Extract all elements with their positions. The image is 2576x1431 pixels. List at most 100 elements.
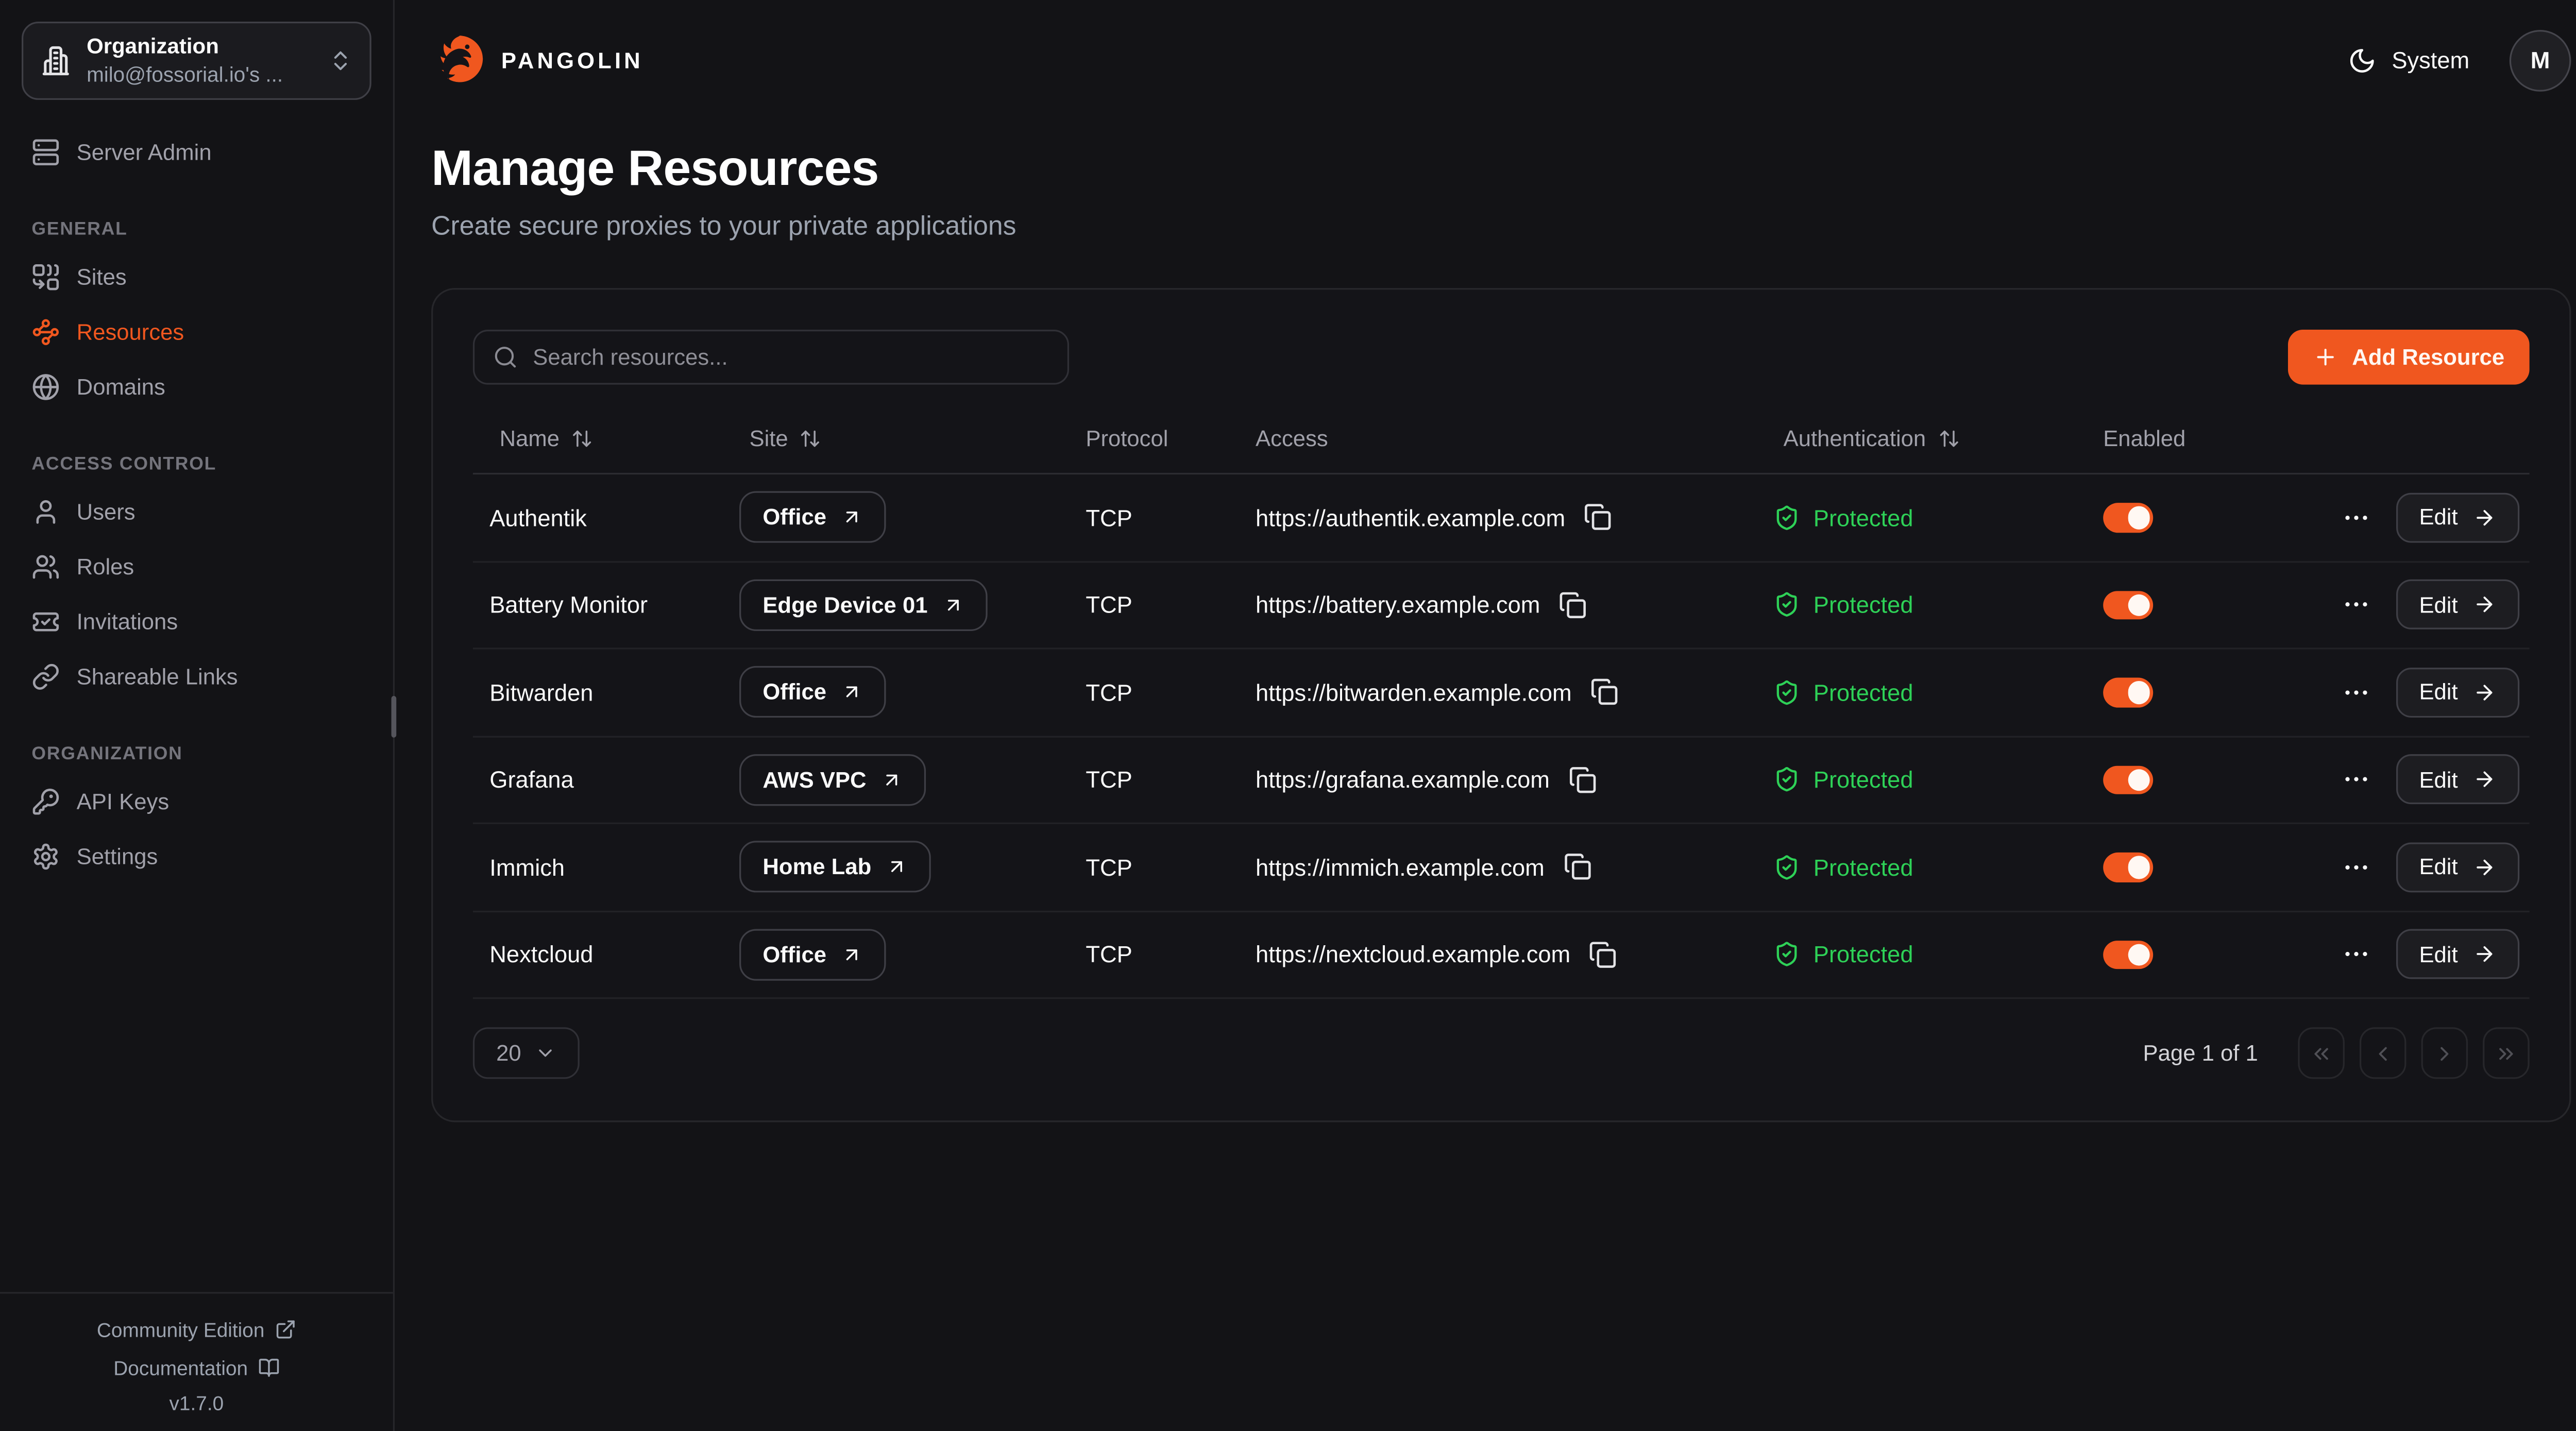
page-title: Manage Resources bbox=[431, 141, 879, 197]
sidebar-scrollbar-thumb[interactable] bbox=[391, 696, 397, 738]
sidebar-item-domains[interactable]: Domains bbox=[20, 360, 373, 415]
enabled-cell bbox=[2087, 590, 2325, 620]
add-resource-button[interactable]: Add Resource bbox=[2289, 329, 2530, 385]
add-resource-label: Add Resource bbox=[2352, 345, 2505, 370]
edit-button[interactable]: Edit bbox=[2396, 667, 2520, 718]
site-link-badge[interactable]: Office bbox=[739, 666, 887, 718]
sidebar-item-sites[interactable]: Sites bbox=[20, 250, 373, 305]
row-menu-button[interactable] bbox=[2341, 852, 2367, 882]
column-header-authentication[interactable]: Authentication bbox=[1757, 426, 2087, 451]
shield-check-icon bbox=[1773, 679, 1800, 706]
chevrons-up-down-icon bbox=[328, 48, 353, 73]
row-menu-button[interactable] bbox=[2341, 590, 2367, 620]
row-menu-button[interactable] bbox=[2341, 940, 2367, 969]
footer-link-documentation[interactable]: Documentation bbox=[113, 1350, 279, 1386]
site-name: Home Lab bbox=[762, 854, 872, 880]
sidebar-item-server-admin[interactable]: Server Admin bbox=[20, 125, 373, 180]
first-page-button[interactable] bbox=[2298, 1027, 2345, 1079]
access-url: https://authentik.example.com bbox=[1256, 504, 1566, 531]
sidebar-item-users[interactable]: Users bbox=[20, 485, 373, 540]
edit-button[interactable]: Edit bbox=[2396, 842, 2520, 892]
edit-button[interactable]: Edit bbox=[2396, 580, 2520, 630]
arrow-right-icon bbox=[2473, 768, 2496, 791]
sidebar-item-invitations[interactable]: Invitations bbox=[20, 594, 373, 650]
copy-url-button[interactable] bbox=[1558, 591, 1587, 619]
site-link-badge[interactable]: Home Lab bbox=[739, 841, 931, 893]
column-header-name[interactable]: Name bbox=[473, 426, 723, 451]
globe-icon bbox=[31, 373, 60, 401]
row-menu-button[interactable] bbox=[2341, 502, 2367, 532]
next-page-button[interactable] bbox=[2421, 1027, 2468, 1079]
last-page-button[interactable] bbox=[2483, 1027, 2530, 1079]
arrow-right-icon bbox=[2473, 943, 2496, 966]
column-header-access: Access bbox=[1239, 426, 1757, 451]
footer-link-community-edition[interactable]: Community Edition bbox=[97, 1311, 296, 1348]
protocol-value: TCP bbox=[1086, 854, 1132, 880]
edit-button[interactable]: Edit bbox=[2396, 492, 2520, 542]
sidebar-nav: Server Admin GENERAL Sites Resources Domains… bbox=[0, 100, 393, 884]
edit-button-label: Edit bbox=[2419, 505, 2458, 530]
combine-icon bbox=[31, 263, 60, 292]
copy-icon bbox=[1590, 678, 1618, 706]
resource-name: Authentik bbox=[489, 504, 587, 531]
brand-home-link[interactable]: PANGOLIN bbox=[431, 32, 643, 88]
page-info: Page 1 of 1 bbox=[2143, 1041, 2258, 1066]
enabled-toggle[interactable] bbox=[2103, 503, 2154, 532]
organization-selector[interactable]: Organization milo@fossorial.io's ... bbox=[22, 22, 371, 100]
authentication-status: Protected bbox=[1813, 941, 1913, 968]
copy-url-button[interactable] bbox=[1568, 765, 1597, 794]
site-link-badge[interactable]: Office bbox=[739, 491, 887, 543]
arrow-up-right-icon bbox=[882, 769, 903, 790]
protocol-value: TCP bbox=[1086, 591, 1132, 618]
copy-url-button[interactable] bbox=[1584, 503, 1612, 532]
copy-icon bbox=[1563, 853, 1591, 881]
enabled-toggle[interactable] bbox=[2103, 590, 2154, 620]
chevrons-left-icon bbox=[2310, 1042, 2333, 1065]
nav-section-organization: ORGANIZATION API Keys Settings bbox=[20, 744, 373, 884]
edit-button-label: Edit bbox=[2419, 679, 2458, 705]
site-link-badge[interactable]: Office bbox=[739, 928, 887, 980]
copy-icon bbox=[1589, 940, 1617, 968]
avatar[interactable]: M bbox=[2509, 29, 2571, 91]
enabled-toggle[interactable] bbox=[2103, 940, 2154, 969]
theme-toggle[interactable]: System bbox=[2348, 46, 2469, 74]
previous-page-button[interactable] bbox=[2359, 1027, 2406, 1079]
enabled-toggle[interactable] bbox=[2103, 852, 2154, 882]
user-icon bbox=[31, 498, 60, 526]
sidebar-footer: Community Edition Documentation v1.7.0 bbox=[0, 1291, 393, 1431]
page-size-value: 20 bbox=[496, 1041, 521, 1066]
ellipsis-icon bbox=[2341, 677, 2371, 707]
table-toolbar: Add Resource bbox=[472, 329, 2530, 385]
copy-url-button[interactable] bbox=[1590, 678, 1618, 706]
site-link-badge[interactable]: Edge Device 01 bbox=[739, 578, 988, 631]
sidebar-item-roles[interactable]: Roles bbox=[20, 539, 373, 594]
enabled-toggle[interactable] bbox=[2103, 677, 2154, 707]
toggle-knob bbox=[2127, 593, 2150, 616]
nav-section-label: ORGANIZATION bbox=[31, 744, 183, 764]
edit-button[interactable]: Edit bbox=[2396, 754, 2520, 805]
access-url: https://grafana.example.com bbox=[1256, 766, 1550, 793]
authentication-cell: Protected bbox=[1757, 591, 2087, 618]
enabled-toggle[interactable] bbox=[2103, 765, 2154, 794]
site-link-badge[interactable]: AWS VPC bbox=[739, 754, 926, 806]
row-menu-button[interactable] bbox=[2341, 764, 2367, 794]
search-input[interactable] bbox=[533, 345, 1049, 370]
row-menu-button[interactable] bbox=[2341, 677, 2367, 707]
pangolin-logo-icon bbox=[431, 32, 486, 88]
access-url: https://nextcloud.example.com bbox=[1256, 941, 1571, 968]
ellipsis-icon bbox=[2341, 764, 2371, 794]
chevrons-right-icon bbox=[2495, 1042, 2518, 1065]
edit-button[interactable]: Edit bbox=[2396, 929, 2520, 980]
copy-url-button[interactable] bbox=[1563, 853, 1591, 881]
page-size-select[interactable]: 20 bbox=[472, 1027, 580, 1079]
sidebar-item-shareable-links[interactable]: Shareable Links bbox=[20, 650, 373, 705]
sidebar-item-api-keys[interactable]: API Keys bbox=[20, 774, 373, 829]
column-header-site[interactable]: Site bbox=[723, 426, 1069, 451]
site-cell: Office bbox=[723, 928, 1069, 980]
copy-url-button[interactable] bbox=[1589, 940, 1617, 968]
access-cell: https://bitwarden.example.com bbox=[1239, 678, 1757, 706]
resource-name: Battery Monitor bbox=[489, 591, 648, 618]
nav-section-access-control: ACCESS CONTROL Users Roles Invitations Share… bbox=[20, 454, 373, 704]
sidebar-item-settings[interactable]: Settings bbox=[20, 829, 373, 884]
sidebar-item-resources[interactable]: Resources bbox=[20, 304, 373, 360]
